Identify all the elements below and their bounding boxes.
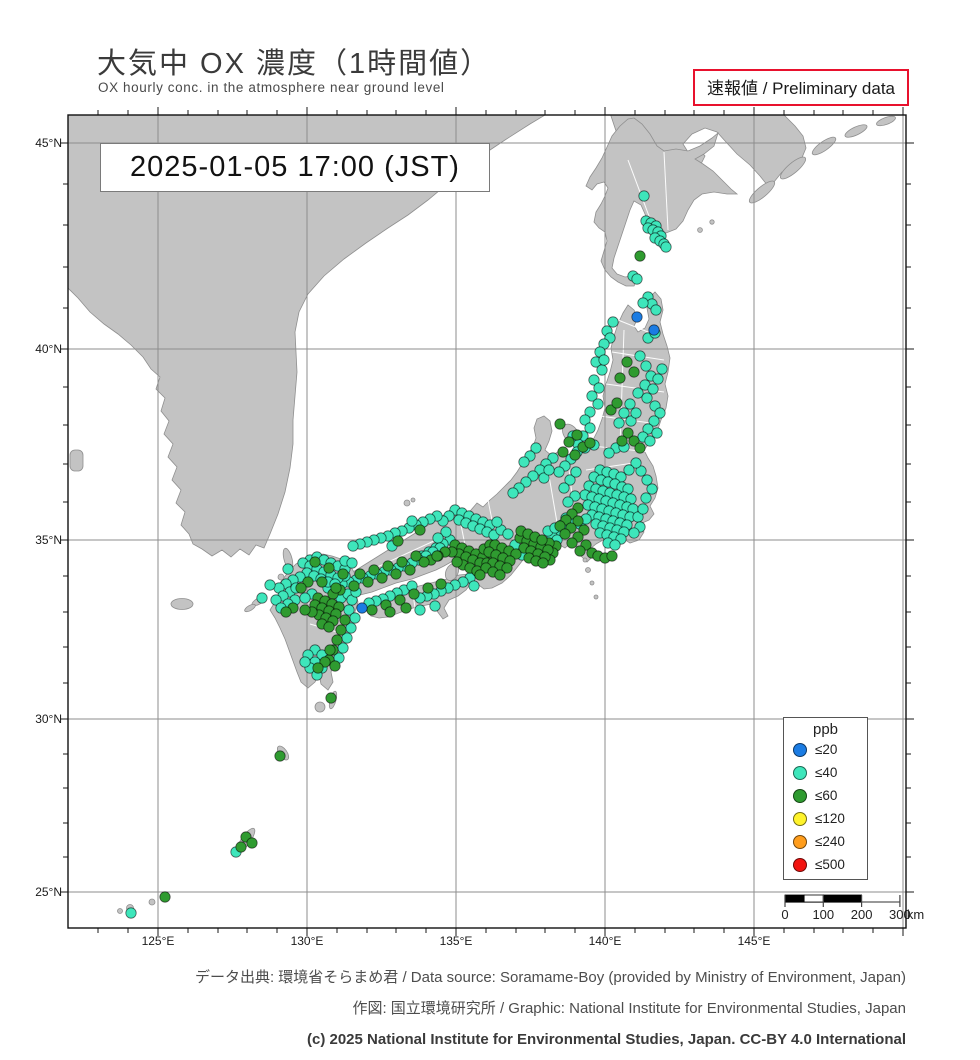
axis-ticks [60,107,914,936]
timestamp-box: 2025-01-05 17:00 (JST) [100,143,490,192]
legend-item-le40: ≤40 [784,761,867,784]
scalebar-label: 0 [781,907,788,922]
data-source-line: データ出典: 環境省そらまめ君 / Data source: Soramame-… [194,969,906,986]
map-frame [67,114,907,929]
page-title: 大気中 OX 濃度（1時間値） [97,48,492,80]
legend-items: ≤20 ≤40 ≤60 ≤120 ≤240 ≤500 [784,738,867,876]
y-axis-label: 25°N [35,885,62,899]
land-kuril-islands [697,115,906,233]
scalebar-label: 200 [851,907,873,922]
x-axis-label: 145°E [738,934,771,948]
x-axis-label: 140°E [589,934,622,948]
axis-labels: 125°E 130°E 135°E 140°E 145°E 45°N 40°N 35°N 30°… [35,136,770,948]
preliminary-data-badge: 速報値 / Preliminary data [693,69,909,106]
land-jeju [170,598,194,610]
legend-item-le240: ≤240 [784,830,867,853]
copyright-line: (c) 2025 National Institute for Environm… [306,1031,906,1048]
legend-item-le60: ≤60 [784,784,867,807]
graphic-credit-line: 作図: 国立環境研究所 / Graphic: National Institut… [352,1000,906,1017]
legend-item-label: ≤20 [815,742,838,757]
legend: ppb ≤20 ≤40 ≤60 ≤120 ≤240 ≤500 [783,717,868,880]
legend-item-label: ≤240 [815,834,845,849]
legend-dot-icon [793,811,807,826]
scalebar-label: 100 [812,907,834,922]
legend-dot-icon [793,834,807,849]
y-axis-label: 45°N [35,136,62,150]
y-axis-label: 40°N [35,342,62,356]
x-axis-label: 125°E [142,934,175,948]
land-continent [68,115,546,558]
legend-item-le500: ≤500 [784,853,867,876]
y-axis-label: 30°N [35,712,62,726]
legend-title: ppb [812,721,839,738]
legend-item-label: ≤500 [815,857,845,872]
legend-item-label: ≤60 [815,788,838,803]
x-axis-label: 135°E [440,934,473,948]
legend-item-le20: ≤20 [784,738,867,761]
legend-dot-icon [793,857,807,872]
legend-item-label: ≤40 [815,765,838,780]
legend-item-label: ≤120 [815,811,845,826]
footer: データ出典: 環境省そらまめ君 / Data source: Soramame-… [195,962,906,1055]
x-axis-label: 130°E [291,934,324,948]
page-subtitle: OX hourly conc. in the atmosphere near g… [98,80,445,95]
scalebar-unit: km [907,907,924,922]
land-islet [69,449,84,472]
legend-dot-icon [793,742,807,757]
y-axis-label: 35°N [35,533,62,547]
legend-dot-icon [793,788,807,803]
legend-item-le120: ≤120 [784,807,867,830]
legend-dot-icon [793,765,807,780]
station-dots [125,190,672,919]
